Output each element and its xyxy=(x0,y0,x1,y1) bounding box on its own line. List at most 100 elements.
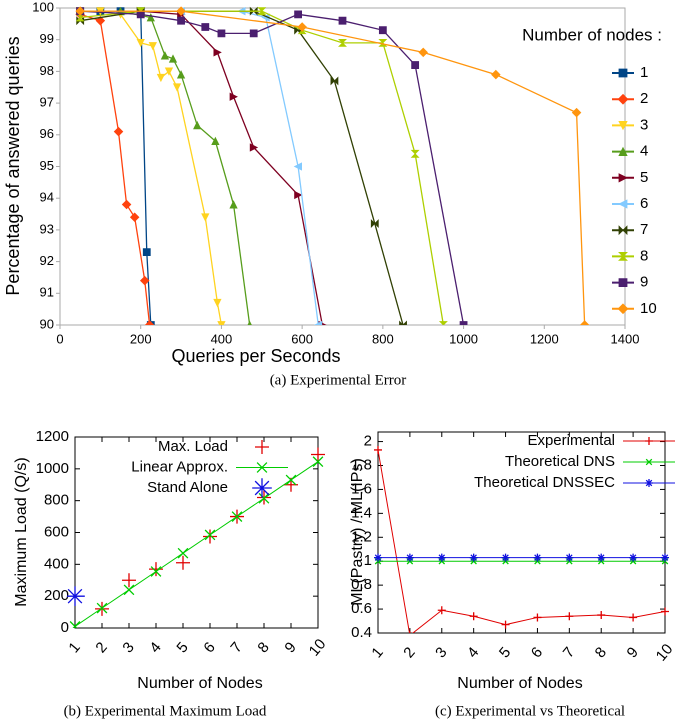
x-tick-label: 9 xyxy=(624,644,642,661)
x-tick-label: 10 xyxy=(306,636,330,660)
series-line xyxy=(80,10,152,325)
x-tick-label: 1000 xyxy=(449,331,478,346)
marker xyxy=(297,22,307,32)
marker xyxy=(129,212,140,222)
series-line xyxy=(80,10,223,325)
marker xyxy=(255,440,269,454)
y-tick-label: 2 xyxy=(364,433,372,450)
marker xyxy=(204,529,216,541)
marker xyxy=(399,320,407,325)
x-tick-label: 200 xyxy=(130,331,152,346)
marker xyxy=(374,445,382,454)
legend-label: 2 xyxy=(640,90,648,107)
y-tick-label: 93 xyxy=(40,221,54,236)
y-tick-label: 95 xyxy=(40,158,54,173)
marker xyxy=(123,584,135,596)
x-tick-label: 3 xyxy=(432,644,450,661)
marker xyxy=(579,320,590,325)
plot xyxy=(374,445,669,633)
marker xyxy=(156,73,166,83)
y-tick-label: 200 xyxy=(44,587,69,604)
marker xyxy=(122,573,136,588)
marker xyxy=(231,511,243,522)
marker xyxy=(294,10,303,19)
legend-label: Theoretical DNSSEC xyxy=(474,474,615,491)
legend-label: Stand Alone xyxy=(147,479,228,496)
marker xyxy=(533,613,542,622)
y-tick-label: 1 xyxy=(364,552,372,569)
marker xyxy=(661,607,669,616)
marker xyxy=(201,23,210,31)
marker xyxy=(618,278,628,287)
marker xyxy=(211,136,220,146)
y-axis-label: ML(Pastry) / ML(IPs) xyxy=(349,458,366,606)
marker xyxy=(311,447,325,462)
legend-title: Number of nodes : xyxy=(522,25,662,44)
x-tick-label: 1 xyxy=(368,644,386,661)
y-tick-label: 94 xyxy=(40,190,54,205)
marker xyxy=(533,553,542,562)
legend-label: 9 xyxy=(640,274,648,291)
y-tick-label: 400 xyxy=(44,555,69,572)
x-tick-label: 8 xyxy=(592,644,610,661)
marker xyxy=(418,47,428,58)
marker xyxy=(258,492,270,504)
x-tick-label: 1400 xyxy=(611,331,640,346)
marker xyxy=(67,586,85,606)
y-tick-label: 100 xyxy=(32,0,54,14)
marker xyxy=(95,15,106,26)
x-tick-label: 0 xyxy=(56,331,63,346)
marker xyxy=(618,252,628,261)
marker xyxy=(565,612,574,621)
marker xyxy=(469,612,478,621)
marker xyxy=(121,199,132,210)
marker xyxy=(618,199,628,209)
marker xyxy=(69,621,81,628)
x-axis-label: Number of Nodes xyxy=(137,675,262,692)
marker xyxy=(139,275,150,286)
x-tick-label: 1 xyxy=(65,639,83,656)
x-tick-label: 600 xyxy=(291,331,313,346)
legend-label: Theoretical DNS xyxy=(505,453,615,470)
x-tick-label: 4 xyxy=(464,644,482,661)
y-tick-label: 97 xyxy=(40,95,54,110)
y-tick-label: 1200 xyxy=(36,428,69,445)
y-axis-label: Maximum Load (Q/s) xyxy=(13,457,30,606)
legend-label: Experimental xyxy=(527,432,615,449)
marker xyxy=(313,320,323,325)
y-tick-label: 96 xyxy=(40,126,54,141)
legend-label: 3 xyxy=(640,116,648,133)
marker xyxy=(257,7,267,16)
marker xyxy=(256,462,268,473)
marker xyxy=(438,321,448,325)
marker xyxy=(96,602,108,614)
y-tick-label: 92 xyxy=(40,253,54,268)
marker xyxy=(378,26,387,35)
y-tick-label: 0.6 xyxy=(351,600,372,617)
marker xyxy=(437,606,446,615)
marker xyxy=(172,83,182,92)
marker xyxy=(213,298,222,308)
marker xyxy=(618,121,628,131)
marker xyxy=(75,6,85,16)
marker xyxy=(410,149,420,158)
marker xyxy=(149,562,163,577)
marker xyxy=(405,553,414,562)
marker xyxy=(201,213,210,222)
marker xyxy=(193,120,202,130)
legend-label: 7 xyxy=(640,221,648,238)
marker xyxy=(617,93,629,105)
x-tick-label: 3 xyxy=(119,639,137,656)
y-tick-label: 0 xyxy=(61,619,69,636)
marker xyxy=(618,146,628,156)
x-tick-label: 2 xyxy=(400,644,418,661)
marker xyxy=(136,10,145,19)
y-tick-label: 1.8 xyxy=(351,456,372,473)
marker xyxy=(437,553,446,562)
marker xyxy=(249,143,259,152)
marker xyxy=(142,248,151,256)
x-tick-label: 800 xyxy=(372,331,394,346)
marker xyxy=(618,173,628,183)
marker xyxy=(150,566,162,577)
